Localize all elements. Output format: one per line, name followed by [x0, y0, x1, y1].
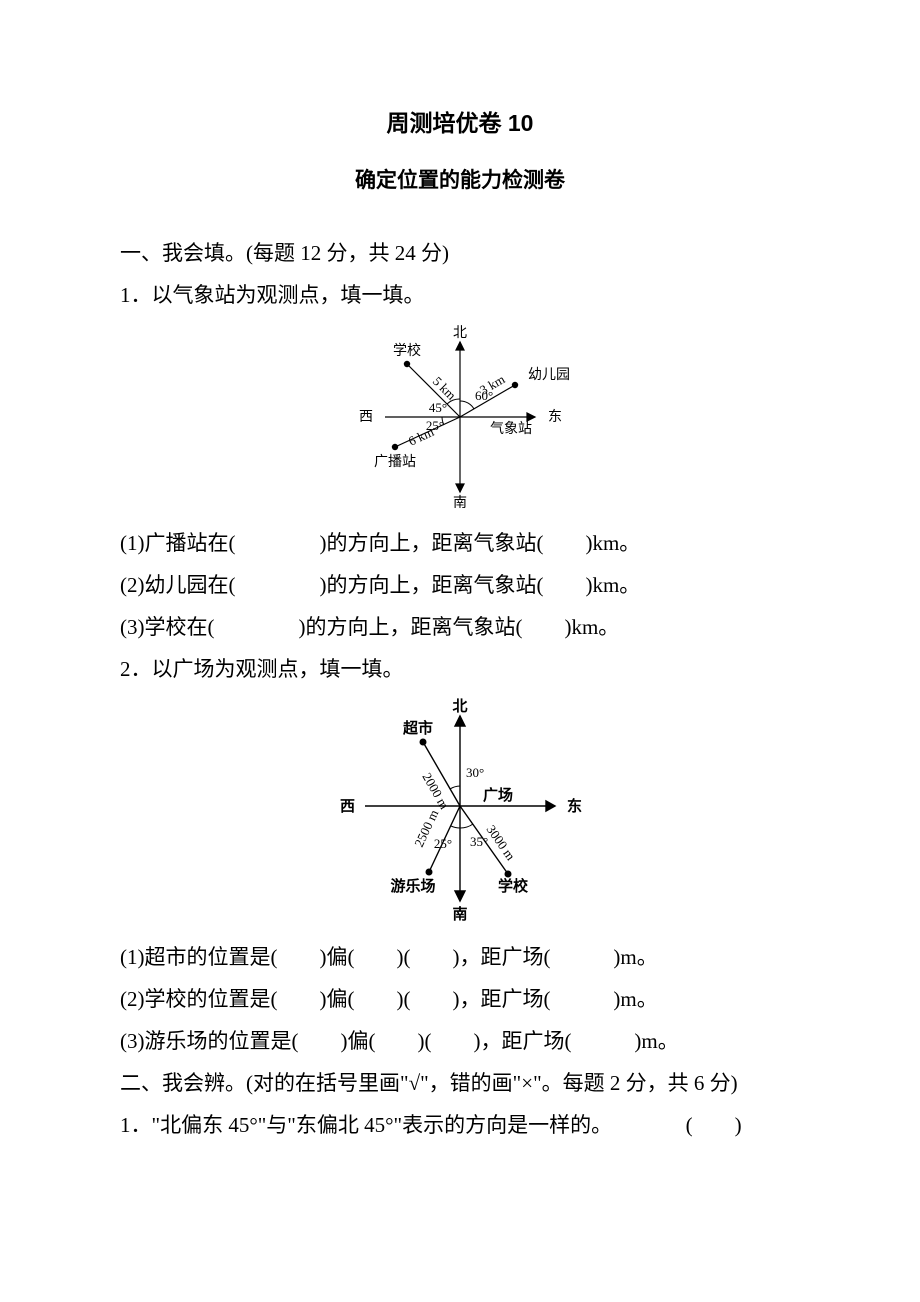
dir-east-2: 东: [567, 797, 582, 815]
q1-sub1: (1)广播站在( )的方向上，距离气象站( )km。: [120, 522, 800, 564]
test-title: 周测培优卷 10: [120, 100, 800, 146]
center-label-1: 气象站: [490, 421, 532, 437]
kinder-label: 幼儿园: [528, 367, 570, 383]
angle-45: 45°: [429, 400, 447, 415]
test-subtitle: 确定位置的能力检测卷: [120, 160, 800, 202]
kinder-dot: [512, 382, 518, 388]
dir-north: 北: [453, 325, 467, 341]
dir-south-2: 南: [452, 905, 467, 923]
dir-north-2: 北: [452, 698, 467, 715]
diagram-2: 北 南 东 西 超市 学校 游乐场 广场 30° 35° 25° 2000 m …: [120, 696, 800, 926]
market-label: 超市: [402, 719, 433, 737]
school2-label: 学校: [498, 877, 529, 895]
q2-sub1: (1)超市的位置是( )偏( )( )，距广场( )m。: [120, 936, 800, 978]
angle2-35: 35°: [470, 834, 488, 849]
dir-west-2: 西: [340, 798, 355, 815]
page: 周测培优卷 10 确定位置的能力检测卷 一、我会填。(每题 12 分，共 24 …: [0, 0, 920, 1302]
dir-south: 南: [453, 495, 467, 511]
q1-sub2: (2)幼儿园在( )的方向上，距离气象站( )km。: [120, 564, 800, 606]
broadcast-label: 广播站: [374, 454, 416, 470]
school-dot: [404, 361, 410, 367]
school-dist: 5 km: [430, 374, 459, 403]
angle2-25: 25°: [434, 836, 452, 851]
q2-stem: 2．以广场为观测点，填一填。: [120, 648, 800, 690]
school2-dist: 3000 m: [484, 822, 519, 863]
angle2-30: 30°: [466, 765, 484, 780]
play-dot: [426, 869, 433, 876]
market-dot: [420, 739, 427, 746]
q1-stem: 1．以气象站为观测点，填一填。: [120, 274, 800, 316]
s2-q1: 1．"北偏东 45°"与"东偏北 45°"表示的方向是一样的。 ( ): [120, 1104, 800, 1146]
q1-sub3: (3)学校在( )的方向上，距离气象站( )km。: [120, 606, 800, 648]
dir-east: 东: [548, 409, 562, 425]
dir-west: 西: [359, 410, 373, 425]
school2-dot: [505, 871, 512, 878]
q2-sub3: (3)游乐场的位置是( )偏( )( )，距广场( )m。: [120, 1020, 800, 1062]
q2-sub2: (2)学校的位置是( )偏( )( )，距广场( )m。: [120, 978, 800, 1020]
broadcast-dot: [392, 444, 398, 450]
diagram-1: 北 南 东 西 学校 幼儿园 广播站 气象站 5 km 3 km 6 km 45…: [120, 322, 800, 512]
play-label: 游乐场: [390, 877, 435, 895]
angle-25: 25°: [426, 418, 444, 433]
angle-60: 60°: [475, 388, 493, 403]
center-label-2: 广场: [483, 786, 513, 804]
school-label: 学校: [393, 342, 421, 359]
section2-heading: 二、我会辨。(对的在括号里画"√"，错的画"×"。每题 2 分，共 6 分): [120, 1062, 800, 1104]
section1-heading: 一、我会填。(每题 12 分，共 24 分): [120, 232, 800, 274]
